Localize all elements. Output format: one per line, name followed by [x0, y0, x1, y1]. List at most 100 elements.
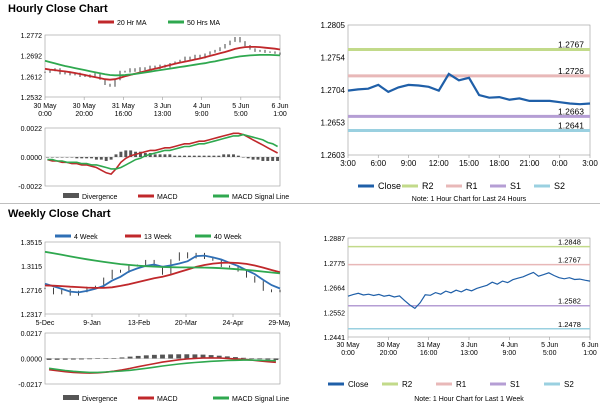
- divergence-bar: [178, 155, 182, 157]
- divergence-bar: [99, 157, 103, 160]
- y-tick-label: -0.0022: [18, 184, 42, 191]
- divergence-bar: [232, 154, 235, 157]
- x-tick-label: 3 Jun 13:00: [460, 342, 478, 357]
- x-tick-label: 30 May 20:00: [377, 342, 400, 357]
- plot-frame: [347, 24, 591, 156]
- divergence-bar: [227, 154, 231, 157]
- divergence-bar: [158, 154, 162, 157]
- y-tick-label: -0.0217: [18, 382, 42, 389]
- y-tick-label: 1.2772: [21, 33, 43, 40]
- divergence-bar: [103, 358, 109, 359]
- r1-legend-label: R1: [456, 380, 467, 389]
- divergence-bar: [70, 358, 76, 360]
- close-line: [347, 271, 591, 310]
- x-tick-label: 21:00: [519, 159, 540, 168]
- y-tick-label: 1.2603: [321, 151, 346, 160]
- divergence-bar: [95, 358, 101, 359]
- divergence-bar: [151, 354, 157, 359]
- divergence-bar: [153, 154, 157, 157]
- s2-legend-label: S2: [564, 380, 574, 389]
- divergence-bar: [46, 358, 52, 360]
- divergence-bar: [65, 157, 69, 158]
- x-tick-label: 3:00: [582, 159, 598, 168]
- divergence-bar: [187, 155, 191, 157]
- divergence-bar: [109, 157, 113, 160]
- divergence-bar: [75, 157, 79, 159]
- x-tick-label: 6:00: [370, 159, 386, 168]
- y-tick-label: 1.2441: [324, 335, 346, 342]
- divergence-bar: [143, 355, 149, 359]
- divergence-bar: [257, 358, 263, 360]
- divergence-bar: [94, 157, 98, 160]
- close-legend-label: Close: [348, 380, 369, 389]
- y-tick-label: 0.0022: [21, 126, 43, 133]
- divergence-bar: [251, 157, 255, 160]
- divergence-bar: [207, 155, 211, 157]
- r2-legend-label: R2: [422, 181, 434, 191]
- divergence-bar: [139, 151, 142, 157]
- chart-note: Note: 1 Hour Chart for Last 24 Hours: [412, 196, 527, 203]
- r1-level-label: 1.2726: [558, 66, 584, 76]
- ma13-line: [44, 261, 281, 289]
- divergence-bar: [119, 151, 123, 157]
- s1-level-label: 1.2582: [558, 297, 581, 306]
- y-tick-label: 1.3515: [21, 240, 43, 247]
- divergence-bar: [184, 354, 190, 359]
- divergence-legend-swatch: [63, 395, 79, 400]
- divergence-bar: [168, 354, 174, 359]
- divergence-bar: [60, 157, 64, 158]
- ma20-legend-label: 20 Hr MA: [117, 20, 147, 27]
- x-tick-label: 31 May 16:00: [417, 342, 440, 357]
- y-tick-label: 1.2532: [21, 95, 43, 102]
- divergence-bar: [62, 358, 68, 360]
- divergence-bar: [183, 155, 186, 157]
- divergence-bar: [249, 358, 255, 359]
- ma50-line: [44, 54, 281, 77]
- y-tick-label: 1.2653: [321, 119, 346, 128]
- x-tick-label: 3 Jun 13:00: [154, 103, 172, 118]
- plot-frame: [44, 34, 281, 98]
- divergence-bar: [197, 155, 201, 157]
- divergence-bar: [261, 157, 265, 161]
- signal-legend-label: MACD Signal Line: [232, 194, 289, 201]
- s2-legend-label: S2: [554, 181, 565, 191]
- section-divider: [0, 203, 600, 204]
- weekly-section-title: Weekly Close Chart: [8, 208, 111, 220]
- divergence-bar: [212, 155, 216, 157]
- y-tick-label: 0.0000: [21, 155, 43, 162]
- divergence-bar: [192, 354, 198, 359]
- x-tick-label: 30 May 0:00: [34, 103, 57, 118]
- signal-legend-label: MACD Signal Line: [232, 396, 289, 403]
- x-tick-label: 20-Mar: [175, 320, 198, 327]
- signal-line: [48, 359, 276, 374]
- macd-legend-label: MACD: [157, 194, 178, 201]
- signal-line: [47, 133, 278, 170]
- y-tick-label: 1.2716: [21, 288, 43, 295]
- x-tick-label: 6 Jun 1:00: [581, 342, 598, 357]
- s1-level-label: 1.2663: [558, 106, 584, 116]
- divergence-legend-label: Divergence: [82, 396, 118, 403]
- close-line: [347, 72, 591, 106]
- macd-legend-label: MACD: [157, 396, 178, 403]
- x-tick-label: 18:00: [489, 159, 510, 168]
- divergence-bar: [45, 157, 49, 158]
- ma40-line: [44, 250, 281, 275]
- chart-note: Note: 1 Hour Chart for Last 1 Week: [414, 396, 524, 403]
- x-tick-label: 15:00: [459, 159, 480, 168]
- x-tick-label: 31 May 16:00: [112, 103, 135, 118]
- divergence-bar: [276, 157, 280, 161]
- y-tick-label: 1.2317: [21, 312, 43, 319]
- y-tick-label: 1.3115: [21, 264, 42, 271]
- divergence-bar: [119, 357, 125, 359]
- s2-level-label: 1.2641: [558, 121, 584, 131]
- r2-legend-label: R2: [402, 380, 413, 389]
- plot-frame: [44, 241, 281, 315]
- divergence-bar: [79, 358, 84, 360]
- divergence-bar: [124, 150, 128, 157]
- hourly-macd-chart: 0.0022 0.0000 -0.0022 Divergence MACD MACD Si…: [18, 126, 289, 201]
- divergence-bar: [135, 355, 141, 359]
- x-tick-label: 24-Apr: [222, 320, 244, 327]
- x-tick-label: 29-May: [268, 320, 290, 327]
